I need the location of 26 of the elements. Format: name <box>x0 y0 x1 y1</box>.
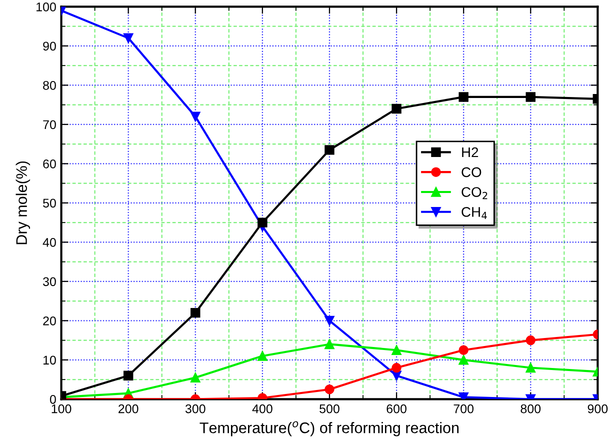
x-tick-label: 700 <box>454 404 474 414</box>
x-tick-label: 400 <box>252 404 272 414</box>
x-tick-label: 800 <box>520 404 541 414</box>
x-axis-title: Temperature($^{o}$C) of reforming reaction <box>200 421 459 436</box>
x-tick-label: 300 <box>185 404 206 414</box>
y-tick-label: 80 <box>43 80 56 90</box>
y-axis-title: Dry mole(%) <box>16 161 30 244</box>
y-tick-label: 30 <box>43 277 56 286</box>
y-tick-label: 50 <box>43 198 56 208</box>
x-tick-label: 900 <box>588 404 608 414</box>
x-tick-label: 200 <box>118 404 138 414</box>
y-tick-label: 100 <box>36 2 56 12</box>
legend-label: H2 <box>462 147 478 158</box>
y-tick-label: 60 <box>43 159 56 168</box>
x-tick-label: 600 <box>386 404 406 414</box>
y-tick-label: 40 <box>42 238 56 247</box>
y-tick-label: 20 <box>43 316 56 326</box>
y-tick-label: 0 <box>50 394 56 404</box>
y-tick-label: 90 <box>43 42 56 51</box>
x-tick-label: 100 <box>52 404 72 414</box>
x-tick-label: 500 <box>320 404 340 414</box>
y-tick-label: 10 <box>43 356 56 365</box>
legend-label: CO$_{2}$ <box>462 187 488 200</box>
y-tick-label: 70 <box>43 120 56 130</box>
legend-label: CO <box>462 167 482 178</box>
legend-label: CH$_{4}$ <box>462 207 487 219</box>
